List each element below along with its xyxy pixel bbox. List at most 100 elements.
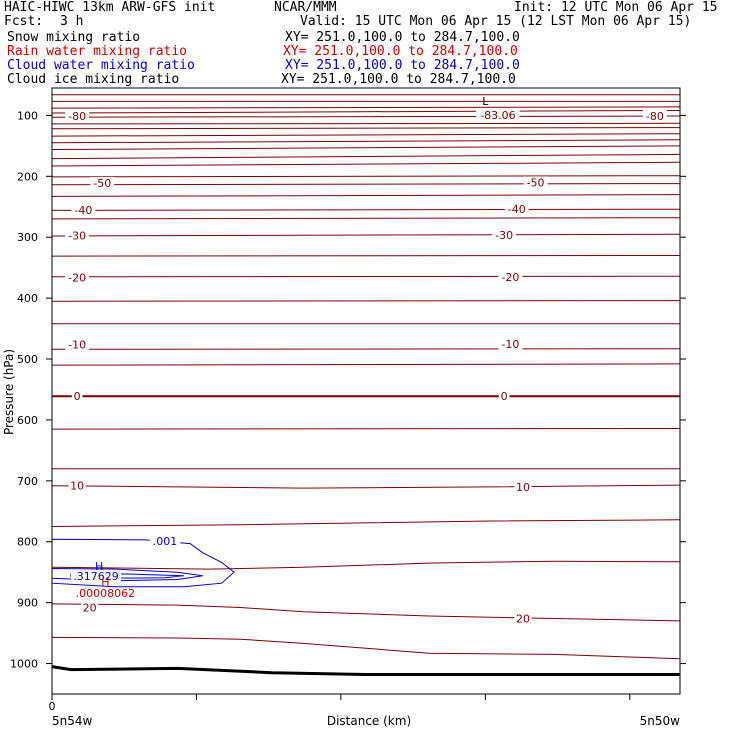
isotherm-line (51, 233, 681, 237)
isotherm-line (51, 428, 681, 430)
y-tick-label: 900 (17, 597, 38, 610)
isotherm-label: -20 (501, 271, 519, 284)
isotherm-label: -80 (646, 110, 664, 123)
isotherm-line (51, 194, 681, 197)
isotherm-label: -20 (68, 271, 86, 284)
isotherm-label: -40 (508, 203, 526, 216)
rain-water-label: H (101, 575, 109, 588)
isotherm-label: -10 (68, 338, 86, 351)
field-rain-name: Rain water mixing ratio (7, 44, 188, 59)
isotherm-line (51, 145, 681, 150)
isotherm-label-bg (523, 176, 548, 189)
isotherm-label-bg (492, 228, 517, 241)
isotherm-label: -30 (68, 229, 86, 242)
cloud-water-label: .317629 (73, 570, 119, 583)
forecast-hours: 3 h (60, 14, 84, 29)
field-cloudice-name: Cloud ice mixing ratio (7, 72, 180, 87)
field-cloudwater-name: Cloud water mixing ratio (7, 58, 195, 73)
y-tick-label: 300 (17, 231, 38, 244)
isotherm-label: -50 (527, 176, 545, 189)
org-label: NCAR/MMM (274, 0, 337, 15)
isotherm-line (51, 161, 681, 167)
isotherm-line (51, 139, 681, 144)
y-tick-label: 100 (17, 109, 38, 122)
isotherm-line (51, 110, 681, 114)
isotherm-label-bg (65, 338, 90, 351)
y-tick-label: 500 (17, 353, 38, 366)
minimum-marker: L (482, 95, 489, 108)
field-cloudwater-xy: XY= 251.0,100.0 to 284.7,100.0 (285, 58, 520, 73)
isotherm-label-bg (498, 390, 510, 403)
isotherm-line (51, 560, 681, 570)
isotherm-label-bg (504, 203, 529, 216)
cloud-water-label-bg (149, 535, 181, 548)
cloud-water-label: .001 (153, 535, 178, 548)
y-tick-label: 400 (17, 292, 38, 305)
isotherm-label: -83.06 (480, 109, 515, 122)
isotherm-line (51, 217, 681, 220)
isotherm-label-bg (65, 229, 90, 242)
cloud-water-label-bg (70, 569, 122, 582)
isotherm-line (51, 133, 681, 137)
forecast-label: Fcst: (4, 14, 44, 29)
y-tick-label: 200 (17, 170, 38, 183)
isotherm-line (51, 153, 681, 160)
isotherm-label: 10 (516, 481, 530, 494)
cloud-water-contour (51, 567, 203, 582)
valid-time: Valid: 15 UTC Mon 06 Apr 15 (12 LST Mon … (300, 14, 692, 29)
isotherm-line (51, 519, 681, 527)
isotherm-line (51, 183, 681, 186)
isotherm-label-bg (498, 270, 523, 283)
isotherm-label: 0 (74, 390, 81, 403)
isotherm-label: -80 (68, 110, 86, 123)
y-axis-label: Pressure (hPa) (2, 349, 16, 435)
isotherm-line (51, 363, 681, 366)
isotherm-line (51, 255, 681, 257)
isotherm-line (51, 175, 681, 178)
x-tick-zero-label: 0 (49, 700, 56, 713)
isotherm-label-bg (498, 337, 523, 350)
isotherm-line (51, 127, 681, 130)
isotherm-line (51, 484, 681, 489)
isotherm-label: 0 (501, 390, 508, 403)
model-title: HAIC-HIWC 13km ARW-GFS init (4, 0, 216, 15)
field-cloudice-xy: XY= 251.0,100.0 to 284.7,100.0 (281, 72, 516, 87)
isotherm-label-bg (65, 110, 90, 123)
isotherm-line (51, 300, 681, 302)
isotherm-label: 10 (70, 480, 84, 493)
isotherm-label: -40 (74, 204, 92, 217)
isotherm-label: -50 (93, 177, 111, 190)
isotherm-line (51, 115, 681, 118)
isotherm-label-bg (65, 271, 90, 284)
y-tick-label: 700 (17, 475, 38, 488)
x-start-label: 5n54w (52, 714, 93, 728)
x-end-label: 5n50w (640, 714, 681, 728)
isotherm-line (51, 348, 681, 350)
x-axis-label: Distance (km) (327, 714, 411, 728)
isotherm-label-bg (90, 177, 115, 190)
cloud-water-label: H (95, 560, 103, 573)
cloud-water-contour (70, 573, 184, 579)
y-tick-label: 1000 (10, 658, 38, 671)
field-snow-name: Snow mixing ratio (7, 30, 141, 45)
isotherm-label: 20 (83, 602, 97, 615)
rain-water-label: .00008062 (76, 587, 136, 600)
isotherm-line (51, 636, 681, 660)
isotherm-line (51, 208, 681, 211)
field-snow-xy: XY= 251.0,100.0 to 284.7,100.0 (285, 30, 520, 45)
isotherm-label-bg (81, 601, 99, 614)
isotherm-label-bg (68, 479, 86, 492)
isotherm-label-bg (514, 480, 532, 493)
isotherm-label-bg (476, 108, 520, 121)
plot-frame (51, 87, 681, 695)
y-tick-label: 800 (17, 536, 38, 549)
isotherm-line (51, 106, 681, 109)
isotherm-label: 20 (516, 612, 530, 625)
field-rain-xy: XY= 251.0,100.0 to 284.7,100.0 (283, 44, 518, 59)
isotherm-label: -30 (495, 229, 513, 242)
isotherm-line (51, 603, 681, 622)
y-tick-label: 600 (17, 414, 38, 427)
isotherm-line (51, 275, 681, 278)
isotherm-line (51, 122, 681, 125)
